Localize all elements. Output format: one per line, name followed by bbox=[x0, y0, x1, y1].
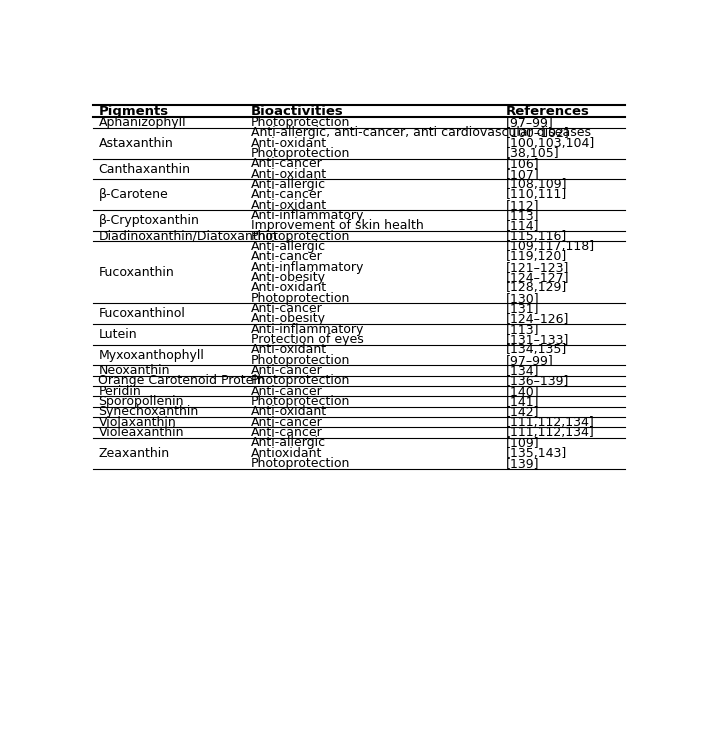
Text: Synechoxanthin: Synechoxanthin bbox=[98, 406, 199, 418]
Text: Aphanizophyll: Aphanizophyll bbox=[98, 116, 186, 129]
Text: Anti-inflammatory: Anti-inflammatory bbox=[251, 261, 364, 274]
Text: Anti-oxidant: Anti-oxidant bbox=[251, 406, 327, 418]
Text: [100–102]: [100–102] bbox=[506, 127, 570, 139]
Text: Canthaxanthin: Canthaxanthin bbox=[98, 163, 191, 176]
Text: References: References bbox=[506, 106, 590, 118]
Text: [131]: [131] bbox=[506, 302, 540, 315]
Text: [124–127]: [124–127] bbox=[506, 271, 569, 284]
Text: [139]: [139] bbox=[506, 457, 540, 470]
Text: [135,143]: [135,143] bbox=[506, 447, 567, 460]
Text: Myxoxanthophyll: Myxoxanthophyll bbox=[98, 348, 205, 362]
Text: [142]: [142] bbox=[506, 406, 540, 418]
Text: Anti-obesity: Anti-obesity bbox=[251, 271, 325, 284]
Text: [128,129]: [128,129] bbox=[506, 281, 567, 294]
Text: Astaxanthin: Astaxanthin bbox=[98, 136, 173, 150]
Text: Anti-cancer: Anti-cancer bbox=[251, 415, 322, 429]
Text: [114]: [114] bbox=[506, 219, 540, 232]
Text: [100,103,104]: [100,103,104] bbox=[506, 136, 595, 150]
Text: [131–133]: [131–133] bbox=[506, 333, 569, 346]
Text: Photoprotection: Photoprotection bbox=[251, 292, 350, 305]
Text: Anti-allergic: Anti-allergic bbox=[251, 178, 326, 191]
Text: Photoprotection: Photoprotection bbox=[251, 116, 350, 129]
Text: [111,112,134]: [111,112,134] bbox=[506, 426, 594, 439]
Text: [130]: [130] bbox=[506, 292, 540, 305]
Text: Fucoxanthin: Fucoxanthin bbox=[98, 266, 175, 279]
Text: [119,120]: [119,120] bbox=[506, 250, 567, 263]
Text: [140]: [140] bbox=[506, 385, 540, 398]
Text: Neoxanthin: Neoxanthin bbox=[98, 364, 170, 377]
Text: Photoprotection: Photoprotection bbox=[251, 457, 350, 470]
Text: Photoprotection: Photoprotection bbox=[251, 395, 350, 408]
Text: [110,111]: [110,111] bbox=[506, 188, 567, 201]
Text: Lutein: Lutein bbox=[98, 328, 137, 341]
Text: [38,105]: [38,105] bbox=[506, 147, 559, 160]
Text: [121–123]: [121–123] bbox=[506, 261, 569, 274]
Text: Protection of eyes: Protection of eyes bbox=[251, 333, 363, 346]
Text: Anti-oxidant: Anti-oxidant bbox=[251, 167, 327, 181]
Text: Anti-allergic, anti-cancer, anti cardiovascular diseases: Anti-allergic, anti-cancer, anti cardiov… bbox=[251, 127, 591, 139]
Text: [134]: [134] bbox=[506, 364, 540, 377]
Text: Anti-inflammatory: Anti-inflammatory bbox=[251, 209, 364, 222]
Text: [111,112,134]: [111,112,134] bbox=[506, 415, 594, 429]
Text: Antioxidant: Antioxidant bbox=[251, 447, 322, 460]
Text: [106]: [106] bbox=[506, 158, 540, 170]
Text: β-Cryptoxanthin: β-Cryptoxanthin bbox=[98, 214, 199, 227]
Text: [141]: [141] bbox=[506, 395, 540, 408]
Text: Violaxanthin: Violaxanthin bbox=[98, 415, 176, 429]
Text: [113]: [113] bbox=[506, 323, 540, 336]
Text: Anti-oxidant: Anti-oxidant bbox=[251, 343, 327, 357]
Text: Peridin: Peridin bbox=[98, 385, 141, 398]
Text: [109,117,118]: [109,117,118] bbox=[506, 240, 595, 253]
Text: [97–99]: [97–99] bbox=[506, 354, 554, 366]
Text: Anti-oxidant: Anti-oxidant bbox=[251, 136, 327, 150]
Text: [134,135]: [134,135] bbox=[506, 343, 567, 357]
Text: Anti-obesity: Anti-obesity bbox=[251, 312, 325, 326]
Text: [124–126]: [124–126] bbox=[506, 312, 569, 326]
Text: Fucoxanthinol: Fucoxanthinol bbox=[98, 307, 185, 320]
Text: Photoprotection: Photoprotection bbox=[251, 375, 350, 388]
Text: β-Carotene: β-Carotene bbox=[98, 188, 168, 201]
Text: Anti-cancer: Anti-cancer bbox=[251, 302, 322, 315]
Text: [108,109]: [108,109] bbox=[506, 178, 567, 191]
Text: Photoprotection: Photoprotection bbox=[251, 354, 350, 366]
Text: [115,116]: [115,116] bbox=[506, 230, 567, 243]
Text: Anti-oxidant: Anti-oxidant bbox=[251, 281, 327, 294]
Text: Violeaxanthin: Violeaxanthin bbox=[98, 426, 184, 439]
Text: [113]: [113] bbox=[506, 209, 540, 222]
Text: [97–99]: [97–99] bbox=[506, 116, 554, 129]
Text: Photoprotection: Photoprotection bbox=[251, 230, 350, 243]
Text: [109]: [109] bbox=[506, 437, 540, 449]
Text: Sporopollenin: Sporopollenin bbox=[98, 395, 184, 408]
Text: Improvement of skin health: Improvement of skin health bbox=[251, 219, 423, 232]
Text: Orange Carotenoid Protein: Orange Carotenoid Protein bbox=[98, 375, 265, 388]
Text: Zeaxanthin: Zeaxanthin bbox=[98, 447, 170, 460]
Text: Anti-cancer: Anti-cancer bbox=[251, 426, 322, 439]
Text: Photoprotection: Photoprotection bbox=[251, 147, 350, 160]
Text: Anti-oxidant: Anti-oxidant bbox=[251, 199, 327, 212]
Text: Anti-cancer: Anti-cancer bbox=[251, 385, 322, 398]
Text: [107]: [107] bbox=[506, 167, 540, 181]
Text: [136–139]: [136–139] bbox=[506, 375, 569, 388]
Text: Anti-cancer: Anti-cancer bbox=[251, 158, 322, 170]
Text: Pigments: Pigments bbox=[98, 106, 169, 118]
Text: Diadinoxanthin/Diatoxanthin: Diadinoxanthin/Diatoxanthin bbox=[98, 230, 278, 243]
Text: Anti-cancer: Anti-cancer bbox=[251, 188, 322, 201]
Text: Anti-cancer: Anti-cancer bbox=[251, 250, 322, 263]
Text: Anti-allergic: Anti-allergic bbox=[251, 437, 326, 449]
Text: [112]: [112] bbox=[506, 199, 540, 212]
Text: Anti-cancer: Anti-cancer bbox=[251, 364, 322, 377]
Text: Bioactivities: Bioactivities bbox=[251, 106, 343, 118]
Text: Anti-allergic: Anti-allergic bbox=[251, 240, 326, 253]
Text: Anti-inflammatory: Anti-inflammatory bbox=[251, 323, 364, 336]
